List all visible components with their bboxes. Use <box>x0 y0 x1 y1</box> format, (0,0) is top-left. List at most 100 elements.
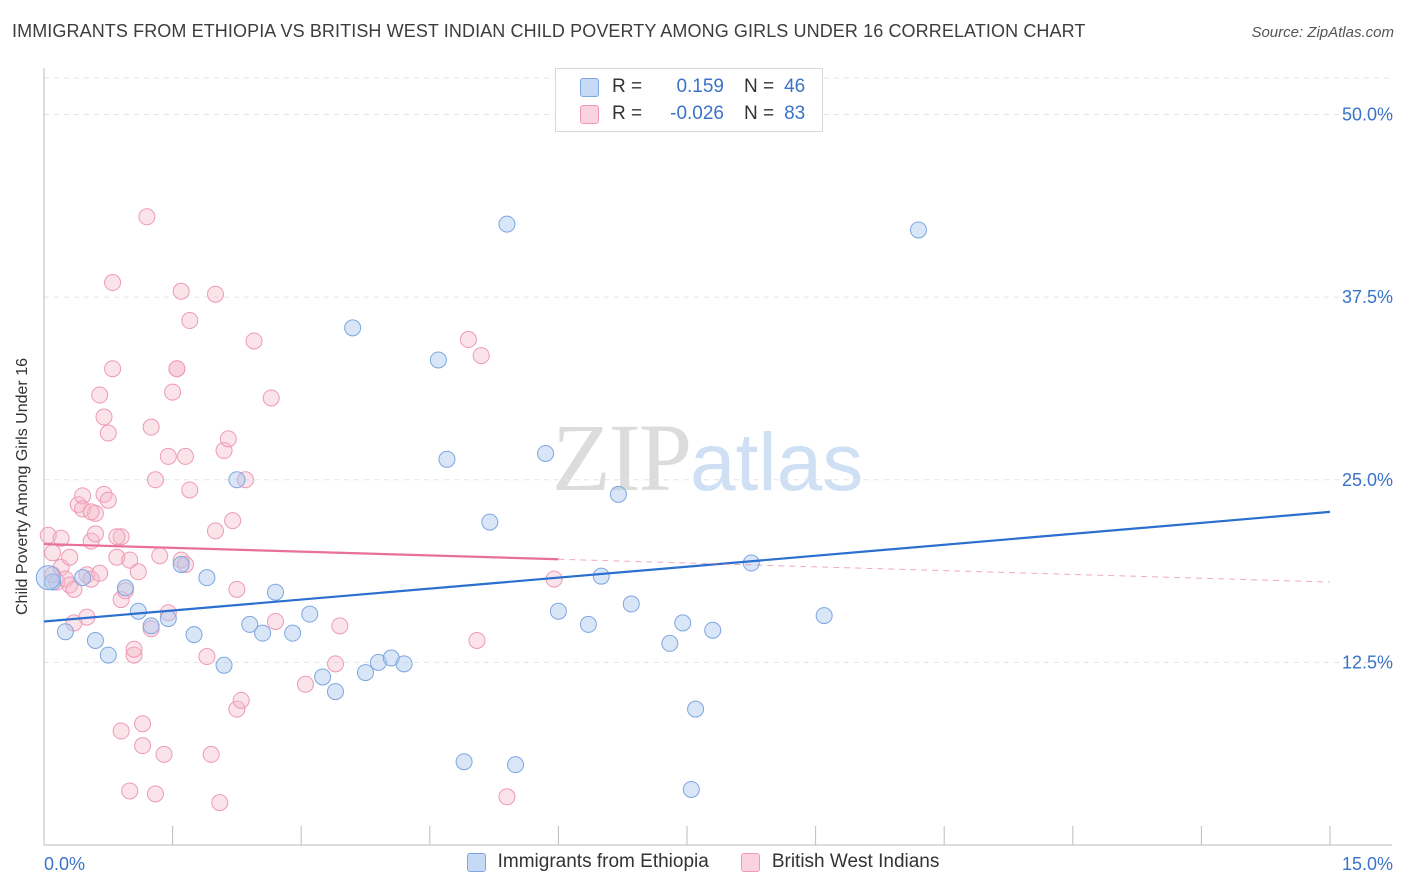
bwi-point <box>138 208 156 226</box>
ethiopia-point <box>622 595 640 613</box>
ethiopia-point <box>498 215 516 233</box>
bwi-point <box>91 386 109 404</box>
ethiopia-point <box>455 753 473 771</box>
bwi-point <box>159 604 177 622</box>
bwi-point <box>134 715 152 733</box>
ethiopia-point <box>682 780 700 798</box>
ethiopia-point <box>228 471 246 489</box>
ethiopia-point <box>438 450 456 468</box>
ethiopia-point <box>172 555 190 573</box>
bwi-point <box>211 794 229 812</box>
legend-swatch-ethiopia <box>466 852 486 872</box>
ethiopia-point <box>344 319 362 337</box>
ethiopia-point <box>609 485 627 503</box>
bwi-point <box>134 737 152 755</box>
ethiopia-point <box>815 607 833 625</box>
bwi-point <box>108 528 126 546</box>
bwi-point <box>176 447 194 465</box>
ethiopia-point <box>369 653 387 671</box>
bwi-point <box>472 347 490 365</box>
bwi-point <box>121 551 139 569</box>
ethiopia-point <box>159 610 177 628</box>
bwi-point <box>228 700 246 718</box>
ethiopia-point <box>185 626 203 644</box>
ethiopia-point <box>142 617 160 635</box>
bwi-point <box>112 528 130 546</box>
bwi-point <box>331 617 349 635</box>
ethiopia-point <box>35 565 61 591</box>
x-tick-label: 15.0% <box>1342 854 1393 874</box>
legend-label-bwi: British West Indians <box>771 851 940 872</box>
bwi-point <box>95 408 113 426</box>
source-label: Source: ZipAtlas.com <box>1251 24 1394 41</box>
ethiopia-point <box>116 579 134 597</box>
bwi-point <box>181 481 199 499</box>
ethiopia-point <box>742 554 760 572</box>
bwi-point <box>498 788 516 806</box>
legend-swatch-ethiopia <box>580 77 599 97</box>
bwi-trend-extension <box>558 558 1331 583</box>
bwi-point <box>121 782 139 800</box>
bwi-point <box>172 282 190 300</box>
bwi-point <box>181 312 199 330</box>
legend-r-value: 0.159 <box>676 76 724 97</box>
legend-n-value: 83 <box>784 103 806 124</box>
bwi-point <box>219 430 237 448</box>
ethiopia-point <box>661 634 679 652</box>
legend-n-label: N = <box>744 103 775 124</box>
y-tick-label: 50.0% <box>1342 105 1393 125</box>
bwi-point <box>129 563 147 581</box>
ethiopia-point <box>99 646 117 664</box>
bwi-point <box>206 285 224 303</box>
ethiopia-point <box>56 623 74 641</box>
legend-r-label: R = <box>612 103 643 124</box>
ethiopia-point <box>429 351 447 369</box>
bwi-point <box>468 631 486 649</box>
ethiopia-point <box>592 567 610 585</box>
legend-swatch-bwi <box>580 104 599 124</box>
ethiopia-point <box>254 624 272 642</box>
bwi-point <box>146 785 164 803</box>
bwi-point <box>155 745 173 763</box>
legend-row-ethiopia: R = 0.159 N = 46 <box>580 74 805 100</box>
bwi-point <box>52 529 70 547</box>
bwi-point <box>326 655 344 673</box>
bwi-point <box>296 675 314 693</box>
y-axis-label: Child Poverty Among Girls Under 16 <box>14 358 31 615</box>
bwi-point <box>262 389 280 407</box>
bwi-point <box>99 491 117 509</box>
ethiopia-trend-line <box>43 510 1331 623</box>
bwi-point <box>228 580 246 598</box>
ethiopia-point <box>395 655 413 673</box>
stats-legend: R = 0.159 N = 46 R = -0.026 N = 83 <box>555 68 823 132</box>
bwi-point <box>91 564 109 582</box>
bwi-point <box>65 580 83 598</box>
bwi-point <box>104 360 122 378</box>
ethiopia-point <box>507 756 525 774</box>
bwi-point <box>44 544 62 562</box>
ethiopia-point <box>687 700 705 718</box>
ethiopia-point <box>704 621 722 639</box>
ethiopia-point <box>357 664 374 682</box>
y-tick-label: 37.5% <box>1342 287 1393 307</box>
y-tick-label: 25.0% <box>1342 470 1393 490</box>
ethiopia-point <box>74 569 92 587</box>
ethiopia-point <box>284 624 302 642</box>
legend-item-bwi: British West Indians <box>740 851 940 873</box>
bwi-point <box>86 525 104 543</box>
bwi-point <box>82 570 100 588</box>
legend-label-ethiopia: Immigrants from Ethiopia <box>497 851 709 872</box>
ethiopia-point <box>326 683 344 701</box>
bwi-point <box>112 722 130 740</box>
bwi-point <box>142 418 160 436</box>
ethiopia-point <box>537 444 555 462</box>
x-tick-label: 0.0% <box>44 854 85 874</box>
legend-item-ethiopia: Immigrants from Ethiopia <box>466 851 709 873</box>
ethiopia-point <box>674 614 692 632</box>
bwi-point <box>151 547 169 565</box>
chart-title: IMMIGRANTS FROM ETHIOPIA VS BRITISH WEST… <box>12 21 1086 41</box>
bwi-point <box>61 548 79 566</box>
bwi-point <box>266 612 284 630</box>
ethiopia-point <box>909 221 927 239</box>
